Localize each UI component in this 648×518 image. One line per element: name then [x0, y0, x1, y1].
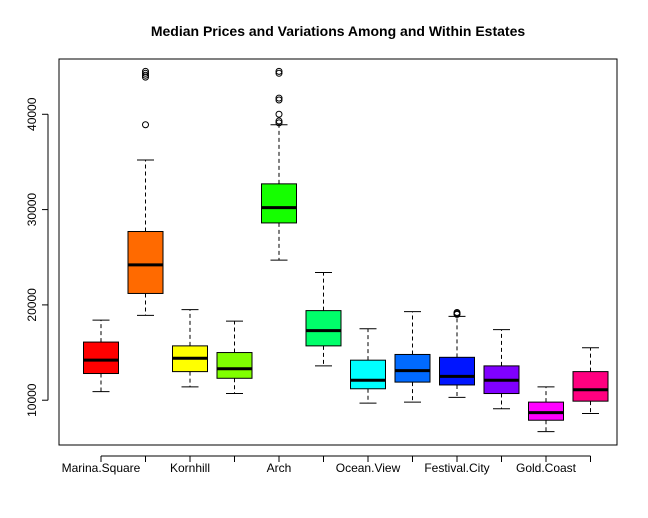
outlier-point — [275, 69, 283, 77]
x-tick-label: Kornhill — [170, 461, 210, 475]
box-10 — [483, 329, 520, 410]
box-5 — [261, 67, 297, 261]
outlier-point — [275, 119, 283, 127]
box-iqr — [261, 183, 297, 224]
x-tick-label: Ocean.View — [336, 461, 401, 475]
chart-title: Median Prices and Variations Among and W… — [151, 23, 526, 39]
box-iqr — [127, 231, 164, 294]
outlier-point — [275, 67, 283, 75]
box-9 — [439, 309, 475, 398]
outlier-point — [142, 71, 149, 79]
x-tick-label: Marina.Square — [62, 461, 141, 475]
y-tick-label: 20000 — [25, 288, 39, 322]
box-iqr — [350, 359, 386, 390]
x-tick-label: Festival.City — [424, 461, 489, 475]
outlier-point — [275, 94, 283, 102]
box-iqr — [305, 310, 342, 347]
box-11 — [528, 386, 564, 433]
box-iqr — [83, 341, 119, 375]
box-iqr — [394, 353, 431, 383]
box-3 — [172, 309, 208, 388]
y-tick-label: 10000 — [25, 383, 39, 417]
axes: 10000 20000 30000 40000 Marina.Square Kornhil… — [25, 97, 591, 475]
box-iqr — [572, 371, 609, 402]
x-tick-label: Arch — [267, 461, 292, 475]
box-1 — [83, 319, 119, 393]
outlier-point — [275, 117, 283, 125]
outlier-point — [142, 121, 149, 129]
box-6 — [305, 271, 342, 367]
plot-frame — [58, 58, 618, 446]
box-12 — [572, 347, 609, 415]
box-iqr — [439, 356, 475, 386]
y-tick-label: 40000 — [25, 97, 39, 131]
outlier-point — [142, 67, 149, 75]
outlier-point — [142, 69, 149, 77]
y-tick-label: 30000 — [25, 193, 39, 227]
box-series — [83, 67, 609, 433]
outlier-point — [275, 110, 283, 118]
box-iqr — [216, 352, 253, 379]
outlier-point — [453, 309, 461, 317]
box-2 — [127, 67, 164, 316]
outlier-point — [275, 96, 283, 104]
x-tick-label: Gold.Coast — [516, 461, 577, 475]
box-4 — [216, 320, 253, 395]
box-8 — [394, 311, 431, 403]
box-7 — [350, 328, 386, 404]
